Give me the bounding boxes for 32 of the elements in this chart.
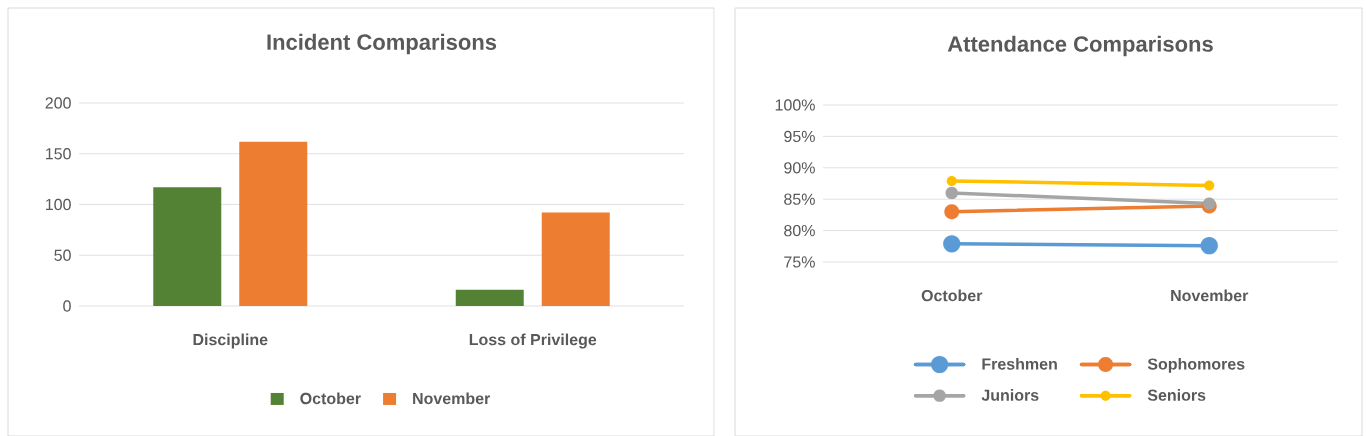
bar (153, 187, 222, 306)
chart-title: Attendance Comparisons (947, 35, 1213, 57)
x-tick-label: Discipline (193, 333, 268, 349)
chart-title: Incident Comparisons (267, 33, 497, 55)
y-tick-label: 100% (775, 99, 815, 111)
legend-label: October (300, 392, 361, 405)
y-tick-label: 50 (54, 249, 71, 261)
bar (455, 289, 524, 306)
x-tick-label: Loss of Privilege (469, 333, 597, 349)
y-tick-label: 0 (63, 300, 71, 312)
legend-label: Freshmen (982, 357, 1057, 370)
y-tick-label: 150 (46, 148, 71, 160)
legend-label: Juniors (981, 389, 1039, 401)
y-tick-label: 75% (784, 256, 815, 268)
y-tick-label: 80% (784, 224, 815, 237)
legend-label: Sophomores (1147, 357, 1245, 373)
point (946, 175, 957, 187)
y-tick-label: 90% (784, 162, 815, 174)
y-tick-label: 95% (784, 130, 815, 143)
point (1200, 237, 1218, 255)
y-tick-label: 85% (784, 193, 815, 205)
legend-label: November (413, 392, 491, 405)
bar (239, 141, 308, 306)
point (1204, 180, 1215, 191)
point (944, 204, 960, 220)
point (1202, 197, 1216, 210)
y-tick-label: 200 (45, 97, 71, 109)
legend-label: Seniors (1147, 389, 1206, 401)
point (945, 186, 959, 200)
y-tick-label: 100 (46, 198, 71, 211)
bar (541, 212, 610, 306)
point (943, 235, 961, 253)
